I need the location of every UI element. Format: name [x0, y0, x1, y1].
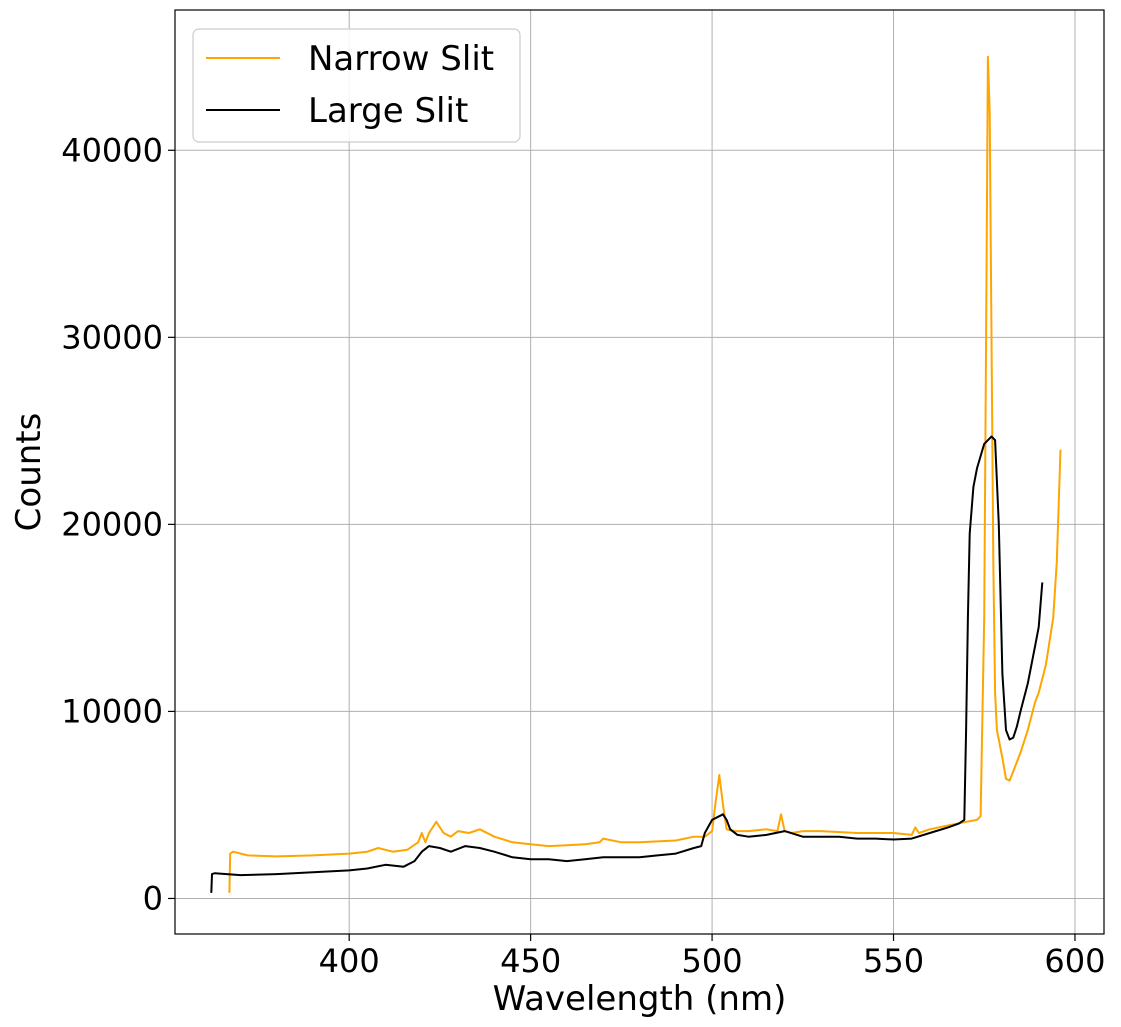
y-tick-label: 30000: [61, 318, 163, 356]
y-tick-label: 20000: [61, 505, 163, 543]
x-tick-label: 550: [863, 942, 924, 980]
grid-lines: [175, 10, 1104, 934]
x-tick-label: 450: [500, 942, 561, 980]
x-tick-label: 400: [319, 942, 380, 980]
x-axis-label: Wavelength (nm): [493, 979, 787, 1019]
plot-frame: [174, 9, 1105, 935]
y-tick-label: 40000: [61, 131, 163, 169]
y-axis-ticks: 0 10000 20000 30000 40000: [61, 131, 175, 917]
y-axis-label: Counts: [9, 413, 49, 532]
x-axis-ticks: 400 450 500 550 600: [319, 934, 1106, 980]
x-tick-label: 500: [682, 942, 743, 980]
y-tick-label: 10000: [61, 692, 163, 730]
x-tick-label: 600: [1044, 942, 1105, 980]
series-lines: [210, 55, 1062, 893]
series-line-large-slit: [210, 435, 1044, 893]
legend-label-narrow-slit: Narrow Slit: [308, 39, 494, 79]
series-line-narrow-slit: [228, 55, 1062, 893]
y-tick-label: 0: [143, 879, 163, 917]
legend-label-large-slit: Large Slit: [308, 91, 468, 131]
legend: Narrow Slit Large Slit: [192, 28, 521, 143]
